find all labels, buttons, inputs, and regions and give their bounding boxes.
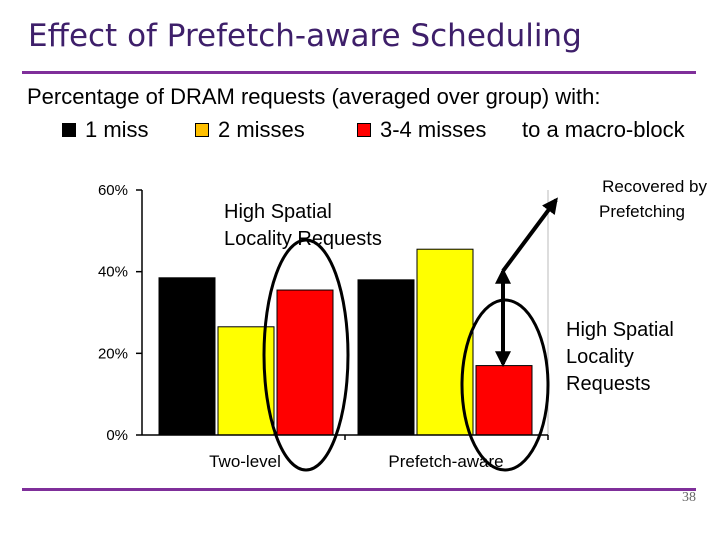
bar-prefetch-aware-1-miss [357,279,415,436]
legend-item-1-miss: 1 miss [62,117,149,143]
recovered-arrow [501,197,558,273]
legend: 1 miss 2 misses 3-4 misses to a macro-bl… [0,117,720,147]
x-category-label-two-level: Two-level [209,452,281,471]
y-tick-label-40: 40% [98,264,128,281]
left-annotation-line-2: Locality Requests [224,228,382,250]
bar-two-level-3-4-misses [276,289,334,436]
footer-divider [22,488,696,491]
legend-label-2-misses: 2 misses [218,117,305,142]
slide-title: Effect of Prefetch-aware Scheduling [28,18,582,54]
right-annotation-line-1: High Spatial [566,319,674,341]
page-number: 38 [682,490,696,505]
legend-swatch-1-miss [62,123,76,137]
y-tick-label-60: 60% [98,182,128,199]
bar-two-level-1-miss [158,277,216,436]
legend-item-3-4-misses: 3-4 misses [357,117,486,143]
legend-swatch-2-misses [195,123,209,137]
right-annotation-line-2: Locality [566,346,634,368]
y-tick-label-20: 20% [98,345,128,362]
right-annotation-line-3: Requests [566,373,651,395]
legend-label-3-4-misses: 3-4 misses [380,117,487,142]
legend-note: to a macro-block [522,117,685,142]
chart-subtitle: Percentage of DRAM requests (averaged ov… [27,84,601,109]
x-category-label-prefetch-aware: Prefetch-aware [388,452,503,471]
left-annotation-line-1: High Spatial [224,201,332,223]
legend-item-2-misses: 2 misses [195,117,305,143]
recovered-annotation-line-1: Recovered by [602,177,707,196]
bar-prefetch-aware-3-4-misses [475,365,533,436]
title-divider [22,71,696,74]
legend-label-1-miss: 1 miss [85,117,149,142]
legend-swatch-3-4-misses [357,123,371,137]
recovered-annotation-line-2: Prefetching [599,202,685,221]
highlight-ellipse-two-level [262,238,350,472]
y-tick-label-0: 0% [106,427,128,444]
